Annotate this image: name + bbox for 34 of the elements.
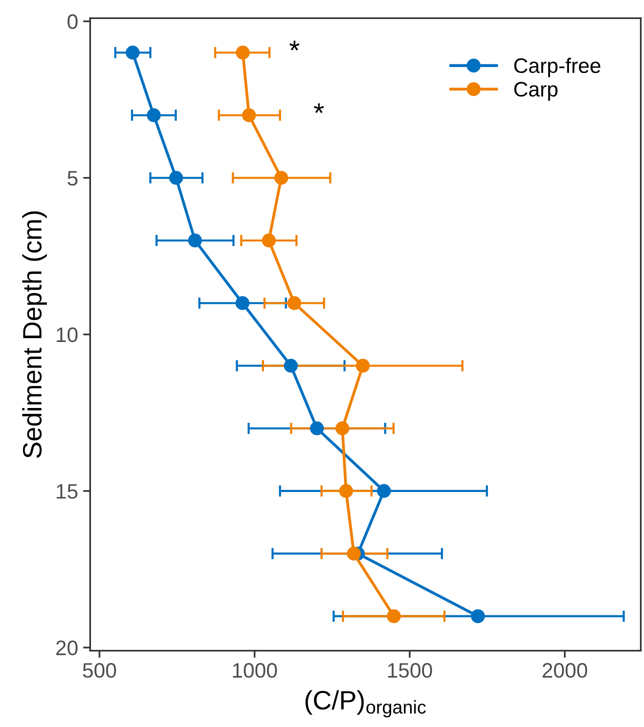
point [470,609,485,624]
x-tick-label: 500 [82,663,116,678]
point [274,170,288,185]
point [335,421,350,436]
point [262,234,276,248]
point [356,358,370,373]
point [188,234,202,248]
point [386,609,401,624]
x-tick-label: 1500 [388,663,432,678]
legend-label: Carp-free [514,58,600,78]
point [310,421,324,436]
annotation: * [290,40,300,50]
point [287,296,302,310]
legend-label: Carp [514,82,558,101]
y-tick-label: 0 [68,14,78,30]
point [126,46,140,60]
y-tick-label: 20 [56,640,78,656]
y-tick-label: 5 [68,171,78,186]
point [169,170,184,185]
y-tick-label: 15 [56,484,78,499]
point [339,484,354,498]
point [284,358,298,373]
y-axis-title: Sediment Depth (cm) [22,211,47,458]
point [376,484,391,498]
point [236,46,250,60]
y-tick-label: 10 [56,327,78,342]
point [236,296,250,310]
x-axis-title: (C/P)$_{organic}$ [305,690,426,718]
point [146,108,161,122]
point [242,108,256,122]
annotation: * [314,103,324,114]
point [346,546,361,561]
x-tick-label: 2000 [542,663,588,678]
x-tick-label: 1000 [232,663,277,678]
